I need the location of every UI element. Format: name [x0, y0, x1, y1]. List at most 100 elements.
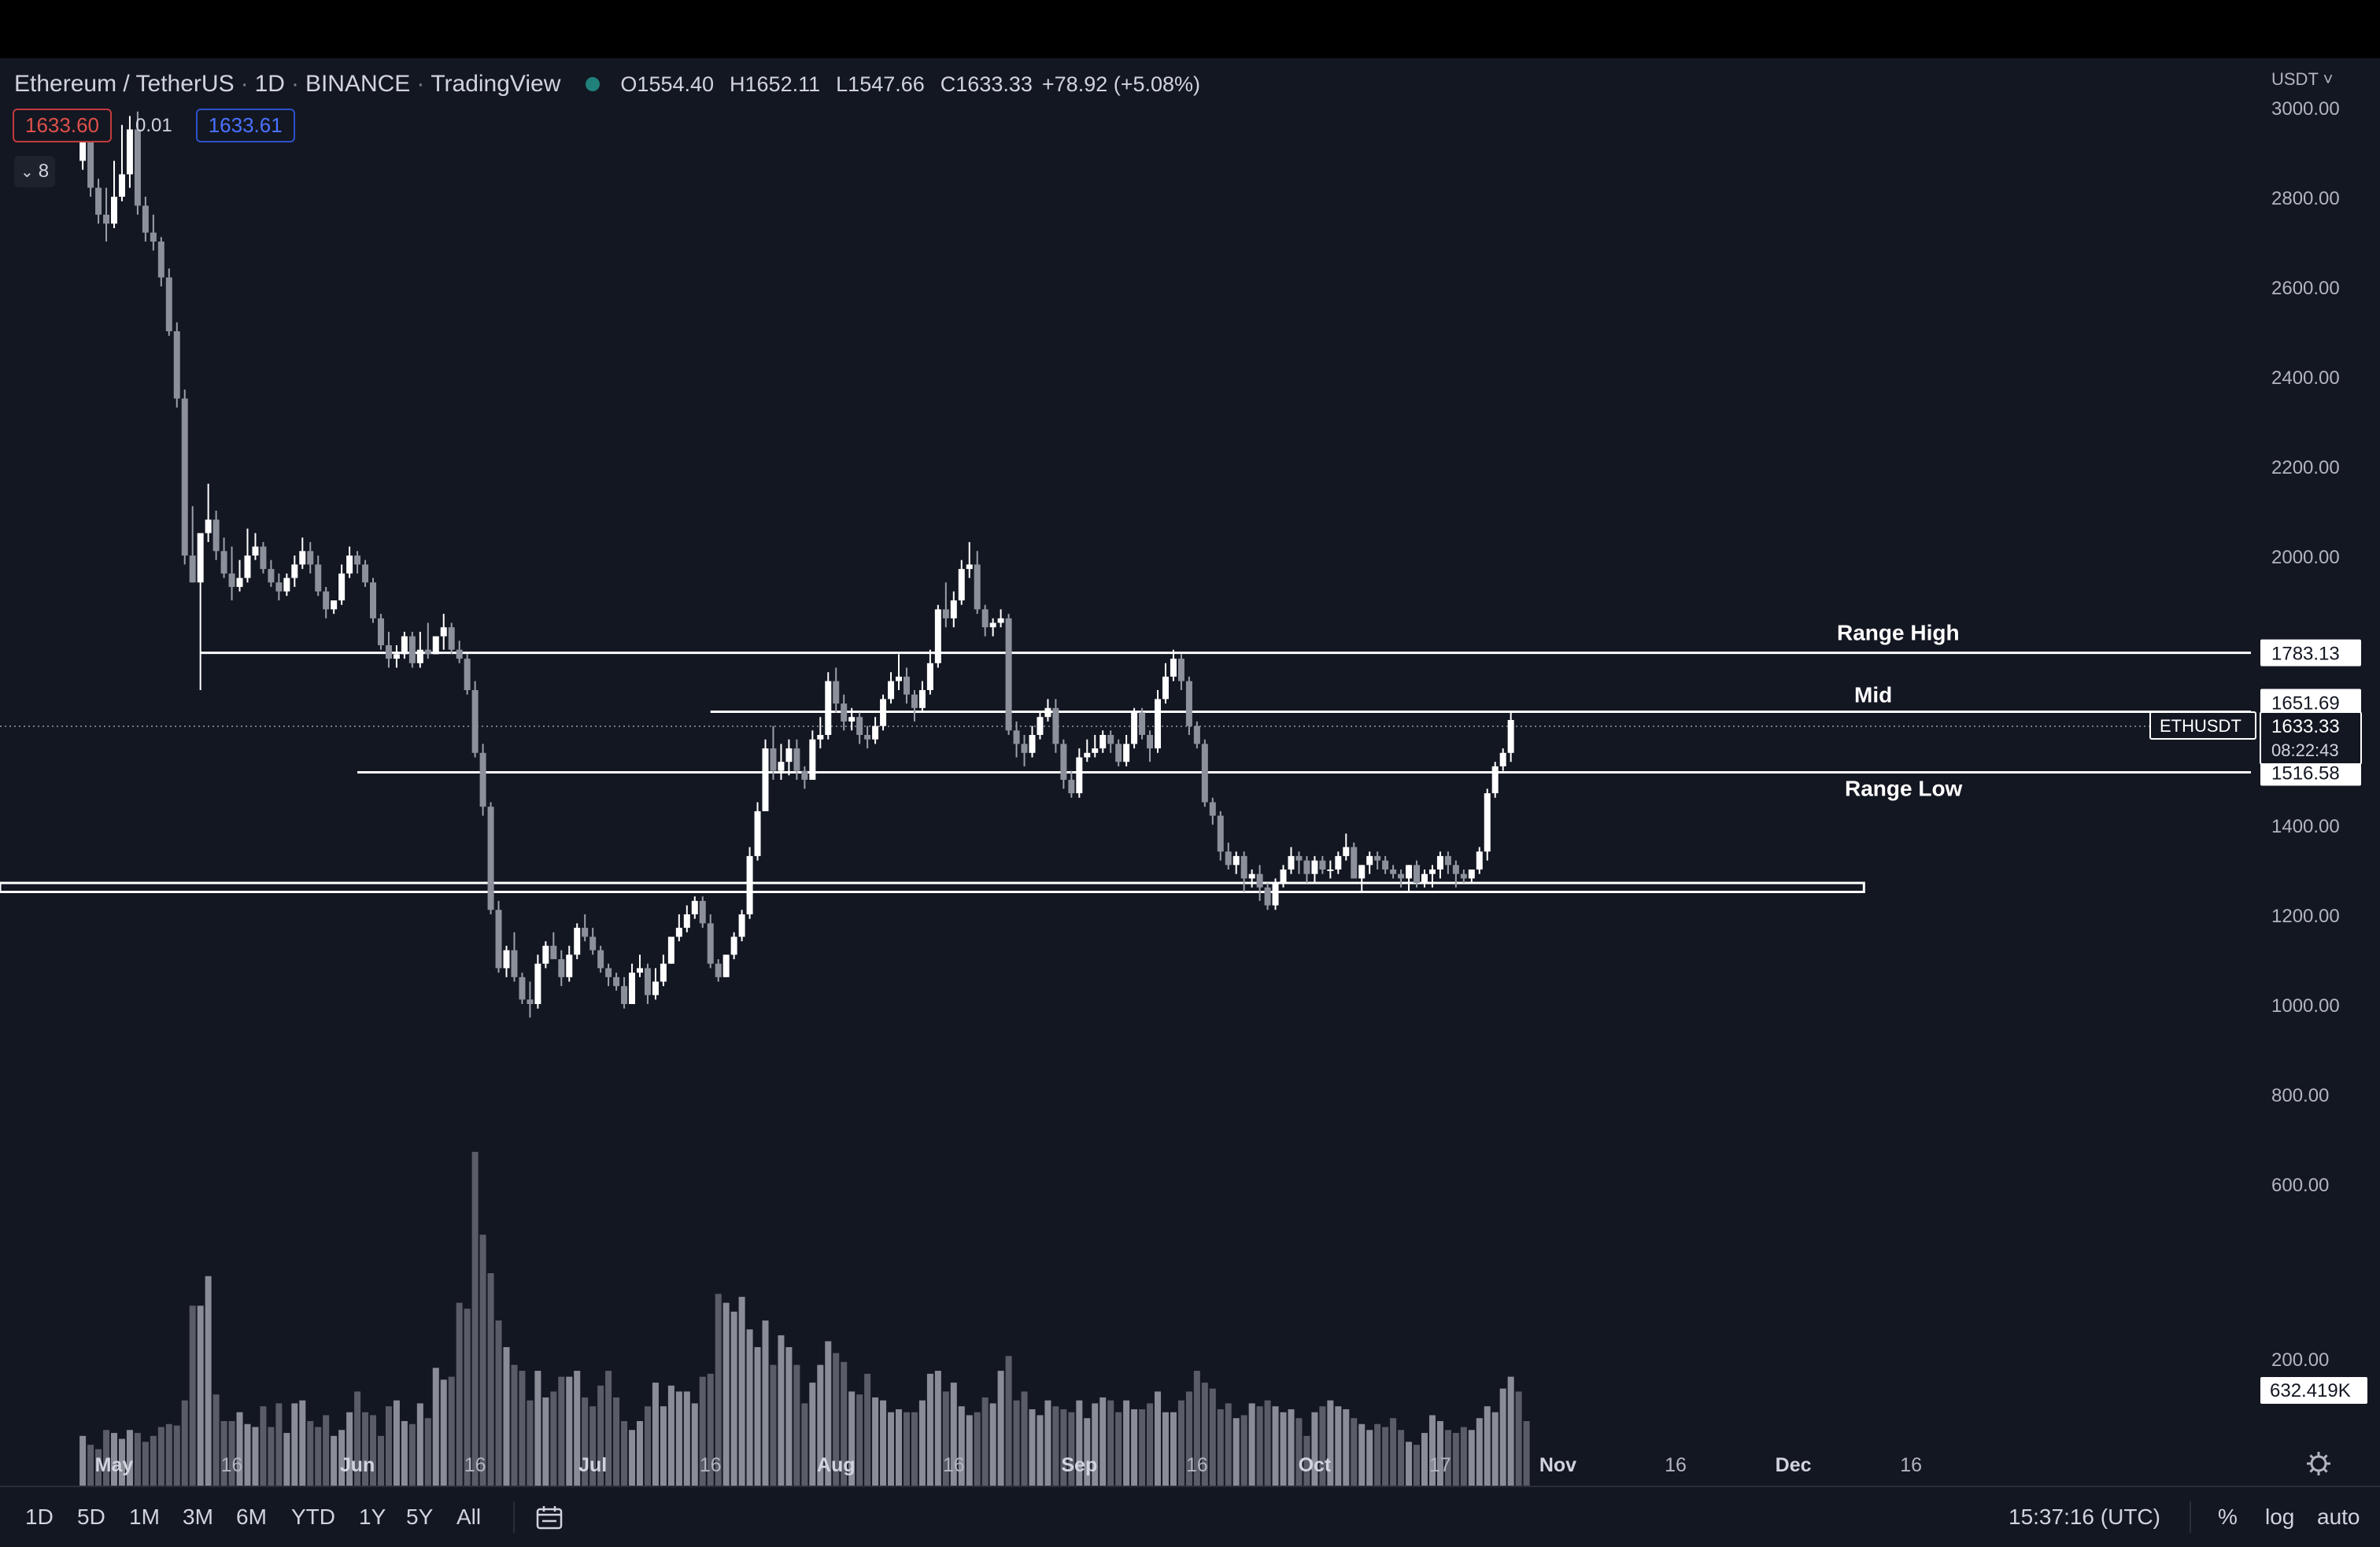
candle-body[interactable] — [401, 636, 408, 655]
candle-body[interactable] — [621, 986, 628, 1004]
candle-body[interactable] — [1217, 815, 1224, 852]
candle-body[interactable] — [1107, 735, 1114, 744]
candle-body[interactable] — [550, 945, 557, 959]
candle-body[interactable] — [126, 129, 133, 175]
range-1y[interactable]: 1Y — [359, 1505, 386, 1529]
candle-body[interactable] — [667, 936, 674, 964]
candle-body[interactable] — [331, 600, 338, 610]
candle-body[interactable] — [1406, 865, 1413, 879]
candle-body[interactable] — [142, 205, 149, 233]
candle-body[interactable] — [864, 735, 871, 740]
candle-body[interactable] — [448, 627, 455, 650]
candle-body[interactable] — [848, 717, 856, 722]
candle-body[interactable] — [244, 556, 251, 578]
candle-body[interactable] — [424, 649, 431, 655]
candle-body[interactable] — [1264, 887, 1271, 906]
candle-body[interactable] — [1170, 659, 1177, 677]
candle-body[interactable] — [1484, 793, 1491, 852]
candle-body[interactable] — [165, 277, 172, 331]
candle-body[interactable] — [880, 699, 887, 726]
candle-body[interactable] — [220, 551, 227, 574]
candle-body[interactable] — [589, 936, 597, 951]
candle-body[interactable] — [1335, 855, 1342, 869]
candle-body[interactable] — [1507, 720, 1514, 753]
candle-body[interactable] — [1162, 676, 1169, 700]
candle-body[interactable] — [785, 748, 793, 762]
candle-body[interactable] — [1414, 865, 1421, 884]
candle-body[interactable] — [252, 546, 259, 556]
candle-body[interactable] — [173, 331, 180, 399]
candle-body[interactable] — [629, 973, 636, 1004]
candle-body[interactable] — [1421, 873, 1428, 884]
candle-body[interactable] — [1193, 726, 1200, 744]
candle-body[interactable] — [738, 914, 745, 937]
candle-body[interactable] — [228, 573, 235, 587]
candle-body[interactable] — [1398, 873, 1405, 879]
candle-body[interactable] — [746, 855, 753, 914]
candle-body[interactable] — [503, 950, 510, 969]
candle-body[interactable] — [778, 762, 785, 771]
candle-body[interactable] — [566, 954, 573, 977]
candle-body[interactable] — [793, 748, 800, 771]
candle-body[interactable] — [1280, 869, 1287, 884]
candle-body[interactable] — [1311, 860, 1318, 874]
candle-body[interactable] — [519, 977, 526, 1000]
candle-body[interactable] — [801, 770, 808, 780]
candle-body[interactable] — [197, 533, 204, 583]
candle-body[interactable] — [903, 676, 910, 695]
percent-scale-toggle[interactable]: % — [2218, 1505, 2238, 1529]
candle-body[interactable] — [157, 242, 164, 278]
candle-body[interactable] — [981, 609, 989, 628]
candle-body[interactable] — [1037, 717, 1044, 735]
currency-selector[interactable]: USDT ˅ — [2271, 69, 2333, 89]
candle-body[interactable] — [644, 968, 651, 995]
candle-body[interactable] — [236, 578, 243, 587]
candle-body[interactable] — [260, 546, 267, 570]
candle-body[interactable] — [762, 748, 769, 811]
candle-body[interactable] — [1468, 869, 1475, 879]
candle-body[interactable] — [456, 649, 463, 659]
candle-body[interactable] — [1452, 865, 1459, 874]
candle-body[interactable] — [636, 968, 643, 973]
log-scale-toggle[interactable]: log — [2265, 1505, 2295, 1529]
candle-body[interactable] — [896, 676, 902, 681]
interval[interactable]: 1D — [254, 71, 285, 97]
candle-body[interactable] — [315, 564, 322, 592]
candle-body[interactable] — [1005, 618, 1012, 731]
candle-body[interactable] — [87, 134, 94, 188]
candle-body[interactable] — [997, 618, 1004, 623]
candle-body[interactable] — [841, 703, 848, 722]
candle-body[interactable] — [291, 564, 298, 578]
candle-body[interactable] — [613, 977, 620, 987]
candle-body[interactable] — [408, 636, 416, 663]
candle-body[interactable] — [1232, 855, 1240, 866]
candle-body[interactable] — [989, 622, 996, 628]
candle-body[interactable] — [1029, 735, 1036, 753]
candle-body[interactable] — [1436, 855, 1443, 869]
candle-body[interactable] — [1092, 748, 1099, 753]
range-5d[interactable]: 5D — [77, 1505, 105, 1529]
candle-body[interactable] — [974, 564, 981, 610]
candle-body[interactable] — [1295, 855, 1303, 861]
candle-body[interactable] — [95, 187, 102, 215]
utc-clock[interactable]: 15:37:16 (UTC) — [2009, 1505, 2160, 1529]
candle-body[interactable] — [582, 928, 589, 937]
candle-body[interactable] — [558, 959, 565, 977]
candle-body[interactable] — [1225, 851, 1232, 866]
candle-body[interactable] — [1044, 707, 1051, 718]
candle-body[interactable] — [1499, 752, 1506, 766]
candle-body[interactable] — [1123, 744, 1130, 762]
candle-body[interactable] — [134, 129, 141, 206]
candle-body[interactable] — [1390, 869, 1397, 874]
candle-body[interactable] — [370, 582, 377, 618]
candle-body[interactable] — [652, 981, 659, 995]
candle-body[interactable] — [926, 663, 933, 690]
candle-body[interactable] — [268, 569, 275, 583]
candle-body[interactable] — [79, 134, 87, 161]
candle-body[interactable] — [911, 694, 918, 708]
candle-body[interactable] — [495, 910, 502, 969]
candle-body[interactable] — [1131, 712, 1138, 744]
candle-body[interactable] — [307, 551, 314, 565]
candle-body[interactable] — [118, 174, 125, 198]
candle-body[interactable] — [275, 582, 283, 592]
